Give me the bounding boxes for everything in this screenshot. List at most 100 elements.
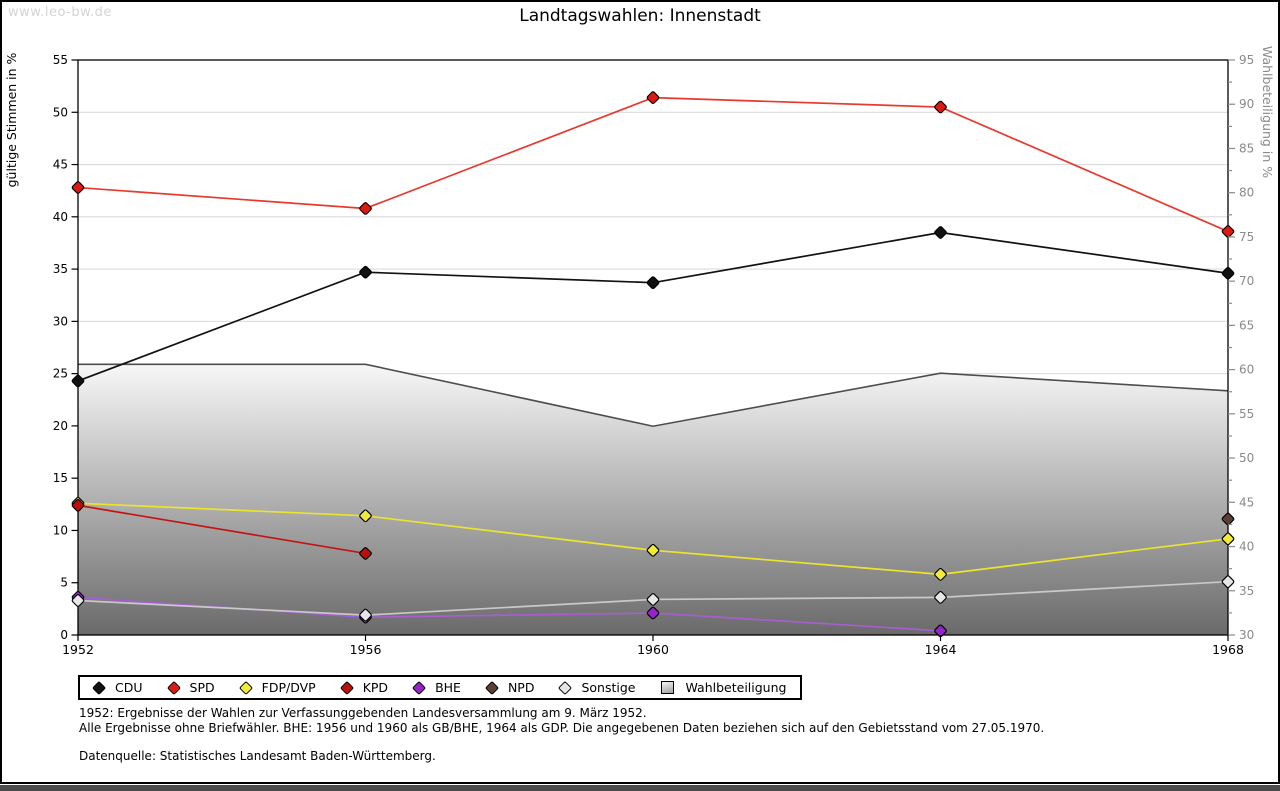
data-marker <box>359 202 372 215</box>
data-marker <box>934 226 947 239</box>
legend-diamond-icon <box>166 680 181 695</box>
footnote-source: Datenquelle: Statistisches Landesamt Bad… <box>79 749 436 763</box>
right-tick-label: 40 <box>1239 540 1254 554</box>
series-fdpdvp <box>71 496 1235 581</box>
x-tick-label: 1952 <box>62 642 94 657</box>
right-tick-label: 90 <box>1239 97 1254 111</box>
data-marker <box>1221 225 1235 238</box>
legend-area-swatch <box>661 681 675 694</box>
left-tick-label: 10 <box>53 523 68 537</box>
left-tick-label: 55 <box>53 53 68 67</box>
data-marker <box>646 91 660 104</box>
right-tick-label: 65 <box>1239 318 1254 332</box>
left-tick-label: 40 <box>53 210 68 224</box>
footnotes: 1952: Ergebnisse der Wahlen zur Verfassu… <box>79 706 1044 764</box>
right-tick-label: 95 <box>1239 53 1254 67</box>
legend-item-bhe: BHE <box>411 680 461 695</box>
legend-item-npd: NPD <box>484 680 535 695</box>
footnote-line: 1952: Ergebnisse der Wahlen zur Verfassu… <box>79 706 647 720</box>
data-marker <box>71 181 85 194</box>
watermark: www.leo-bw.de <box>8 5 112 20</box>
legend-item-sonstige: Sonstige <box>558 680 635 695</box>
left-tick-label: 20 <box>53 419 68 433</box>
bottom-bar <box>0 785 1280 791</box>
legend-label: Wahlbeteiligung <box>685 680 787 695</box>
legend-item-spd: SPD <box>166 680 215 695</box>
series-sonstige <box>71 575 1235 622</box>
data-marker <box>934 100 947 114</box>
x-tick-label: 1960 <box>637 642 669 657</box>
legend-diamond-icon <box>558 680 573 695</box>
chart-legend: CDU SPD FDP/DVP KPD BHE NPD Sonstige Wahlbeteil… <box>78 675 803 700</box>
legend-item-kpd: KPD <box>339 680 389 695</box>
right-axis-title: Wahlbeteiligung in % <box>1260 46 1275 178</box>
data-marker <box>646 543 660 557</box>
left-tick-label: 0 <box>60 628 68 642</box>
legend-item-fdpdvp: FDP/DVP <box>238 680 316 695</box>
data-marker <box>71 499 85 512</box>
right-tick-label: 30 <box>1239 628 1254 642</box>
series-kpd <box>71 499 372 560</box>
chart-svg: 0 5 10 15 20 25 30 35 40 45 50 55 gültige Stimmen in… <box>4 46 1275 657</box>
data-marker <box>359 265 372 279</box>
data-marker <box>1221 575 1235 589</box>
right-tick-label: 55 <box>1239 407 1254 421</box>
legend-label: FDP/DVP <box>261 680 316 695</box>
left-tick-label: 35 <box>53 262 68 276</box>
legend-label: SPD <box>189 680 215 695</box>
legend-label: CDU <box>115 680 143 695</box>
footnote-line: Alle Ergebnisse ohne Briefwähler. BHE: 1… <box>79 720 1045 735</box>
legend-label: BHE <box>435 680 461 695</box>
x-axis: 1952 1956 1960 1964 1968 <box>62 635 1244 657</box>
wahlbeteiligung-line <box>78 363 1229 428</box>
right-tick-label: 35 <box>1239 584 1254 598</box>
left-tick-label: 50 <box>53 105 68 119</box>
data-marker <box>1221 266 1235 280</box>
data-marker <box>359 509 372 523</box>
right-tick-label: 45 <box>1239 495 1254 509</box>
right-axis: 30 35 40 45 50 55 60 65 70 75 80 85 90 95 Wahlbeteilig… <box>1228 46 1275 642</box>
data-marker <box>646 276 660 290</box>
data-marker <box>934 591 947 604</box>
data-marker <box>646 606 660 620</box>
right-tick-label: 60 <box>1239 363 1254 377</box>
right-tick-label: 80 <box>1239 186 1254 200</box>
data-marker <box>934 624 947 638</box>
legend-label: KPD <box>362 680 389 695</box>
legend-label: NPD <box>507 680 535 695</box>
left-axis: 0 5 10 15 20 25 30 35 40 45 50 55 gültige Stimmen in… <box>4 52 78 642</box>
right-tick-label: 50 <box>1239 451 1254 465</box>
legend-diamond-icon <box>91 680 107 695</box>
x-tick-label: 1968 <box>1212 642 1244 657</box>
series-cdu <box>71 226 1235 388</box>
legend-item-wahlbeteiligung: Wahlbeteiligung <box>661 680 786 695</box>
data-marker <box>1221 512 1235 526</box>
right-tick-label: 70 <box>1239 274 1254 288</box>
left-tick-label: 15 <box>53 471 68 485</box>
left-tick-label: 45 <box>53 158 68 172</box>
data-marker <box>359 547 372 560</box>
legend-diamond-icon <box>484 680 500 695</box>
left-tick-label: 30 <box>53 314 68 328</box>
x-tick-label: 1956 <box>350 642 382 657</box>
x-tick-label: 1964 <box>925 642 957 657</box>
data-marker <box>934 568 947 581</box>
legend-diamond-icon <box>238 680 253 695</box>
data-marker <box>359 608 372 622</box>
data-marker <box>71 594 85 607</box>
data-marker <box>71 374 85 388</box>
page-title: Landtagswahlen: Innenstadt <box>519 6 761 26</box>
left-axis-title: gültige Stimmen in % <box>4 52 19 187</box>
data-marker <box>1221 532 1235 546</box>
right-tick-label: 75 <box>1239 230 1254 244</box>
legend-item-cdu: CDU <box>91 680 143 695</box>
left-tick-label: 5 <box>60 576 68 590</box>
left-tick-label: 25 <box>53 367 68 381</box>
series-line <box>77 231 1229 382</box>
right-tick-label: 85 <box>1239 141 1254 155</box>
series-npd <box>1221 512 1235 526</box>
series-line <box>77 504 366 555</box>
legend-diamond-icon <box>339 680 354 695</box>
series-spd <box>71 91 1235 238</box>
